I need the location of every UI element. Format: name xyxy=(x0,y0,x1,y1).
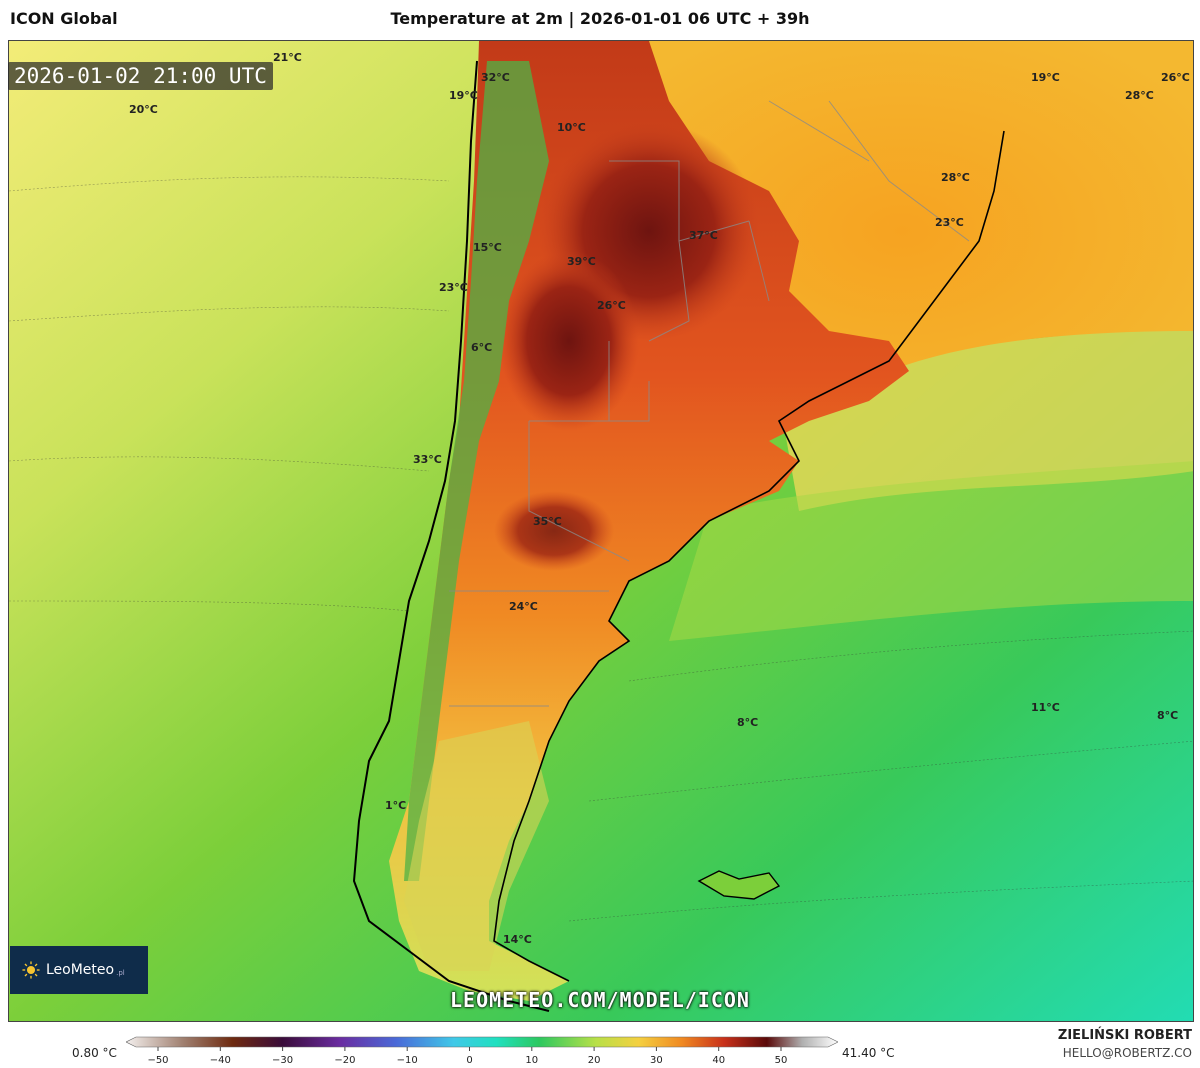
andes-strip xyxy=(404,61,549,881)
logo-suffix: .pl xyxy=(116,969,125,977)
temp-label: 26°C xyxy=(1161,71,1190,84)
colorbar-tick-label: −30 xyxy=(272,1055,293,1066)
colorbar-tick-label: −10 xyxy=(397,1055,418,1066)
temp-label: 19°C xyxy=(449,89,478,102)
colorbar-tick-label: −50 xyxy=(147,1055,168,1066)
leometeo-logo[interactable]: LeoMeteo .pl xyxy=(10,946,148,994)
temp-label: 28°C xyxy=(1125,89,1154,102)
temp-label: 39°C xyxy=(567,255,596,268)
hot-core-pampa xyxy=(494,491,614,571)
valid-time-badge: 2026-01-02 21:00 UTC xyxy=(8,62,273,90)
temp-label: 20°C xyxy=(129,103,158,116)
temp-label: 24°C xyxy=(509,600,538,613)
colorbar-tick-label: 10 xyxy=(525,1055,538,1066)
colorbar-tick-label: 0 xyxy=(466,1055,472,1066)
sun-icon xyxy=(22,961,40,979)
colorbar-ramp xyxy=(126,1036,838,1048)
temp-label: 8°C xyxy=(1157,709,1178,722)
colorbar-min-label: 0.80 °C xyxy=(72,1046,117,1060)
model-name: ICON Global xyxy=(10,9,118,28)
colorbar-tick-label: −40 xyxy=(210,1055,231,1066)
atlantic-mid-band xyxy=(669,461,1193,641)
isotherm-contours xyxy=(9,176,1193,922)
temp-label: 28°C xyxy=(941,171,970,184)
source-url[interactable]: LEOMETEO.COM/MODEL/ICON xyxy=(450,988,750,1012)
temp-label: 35°C xyxy=(533,515,562,528)
atlantic-coastline xyxy=(493,130,1005,982)
temp-label: 32°C xyxy=(481,71,510,84)
temp-label: 1°C xyxy=(385,799,406,812)
colorbar-tick-label: 20 xyxy=(588,1055,601,1066)
falkland-islands xyxy=(697,870,781,900)
chart-title: Temperature at 2m | 2026-01-01 06 UTC + … xyxy=(390,9,810,28)
colorbar-tick-label: 30 xyxy=(650,1055,663,1066)
temp-label: 26°C xyxy=(597,299,626,312)
colorbar-max-label: 41.40 °C xyxy=(842,1046,895,1060)
author-name: ZIELIŃSKI ROBERT xyxy=(1057,1028,1192,1043)
colorbar: −50 −40 −30 −20 −10 0 10 20 30 40 50 xyxy=(126,1036,838,1066)
colorbar-tick-label: 50 xyxy=(775,1055,788,1066)
colorbar-tick-label: −20 xyxy=(334,1055,355,1066)
temp-label: 14°C xyxy=(503,933,532,946)
temp-label: 8°C xyxy=(737,716,758,729)
temp-label: 11°C xyxy=(1031,701,1060,714)
temp-label: 37°C xyxy=(689,229,718,242)
temp-label: 6°C xyxy=(471,341,492,354)
temp-label: 23°C xyxy=(439,281,468,294)
temp-label: 21°C xyxy=(273,51,302,64)
author-email[interactable]: HELLO@ROBERTZ.CO xyxy=(1062,1046,1192,1060)
temp-label: 10°C xyxy=(557,121,586,134)
chile-coastline xyxy=(352,60,550,1012)
province-borders xyxy=(449,100,970,707)
temp-label: 23°C xyxy=(935,216,964,229)
temp-label: 33°C xyxy=(413,453,442,466)
hot-core-cuyo xyxy=(499,251,639,431)
colorbar-tick-label: 40 xyxy=(712,1055,725,1066)
logo-text: LeoMeteo xyxy=(46,962,115,978)
temperature-map[interactable]: 21°C 20°C 32°C 19°C 10°C 19°C 26°C 28°C … xyxy=(8,40,1194,1022)
temp-label: 19°C xyxy=(1031,71,1060,84)
patagonia-cool xyxy=(404,721,549,971)
temp-label: 15°C xyxy=(473,241,502,254)
